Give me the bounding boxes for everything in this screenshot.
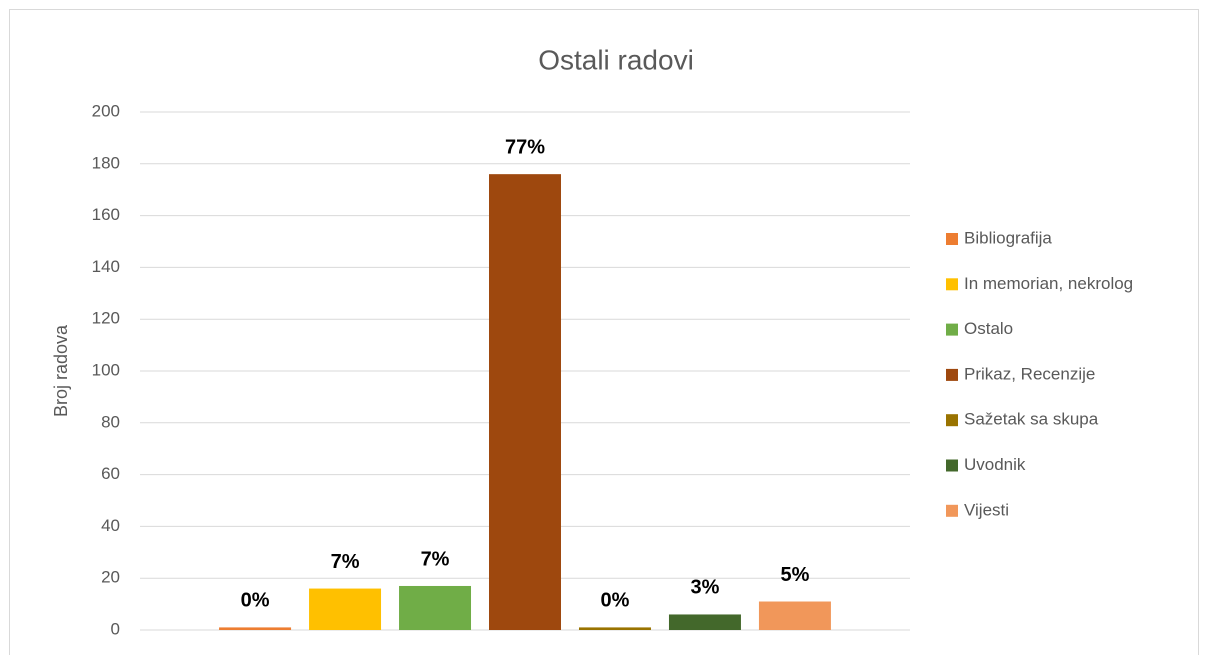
bar xyxy=(758,601,831,630)
data-label: 0% xyxy=(601,590,630,612)
y-tick-label: 120 xyxy=(92,309,120,328)
data-label: 3% xyxy=(691,577,720,599)
legend-swatch xyxy=(946,459,958,472)
legend-label: Vijesti xyxy=(964,500,1009,519)
y-tick-label: 160 xyxy=(92,205,120,224)
data-label: 77% xyxy=(505,136,545,158)
y-tick-label: 180 xyxy=(92,153,120,172)
data-label: 7% xyxy=(421,548,450,570)
y-axis-label: Broj radova xyxy=(51,324,71,417)
y-tick-label: 40 xyxy=(101,516,120,535)
bar xyxy=(489,174,561,630)
chart-title: Ostali radovi xyxy=(538,44,694,75)
legend-label: Uvodnik xyxy=(964,455,1026,474)
bar xyxy=(578,627,651,630)
legend-swatch xyxy=(946,414,958,427)
legend-label: Bibliografija xyxy=(964,228,1052,247)
legend-swatch xyxy=(946,233,958,245)
y-tick-label: 60 xyxy=(101,464,120,483)
y-tick-label: 200 xyxy=(92,101,120,120)
bar xyxy=(219,627,292,630)
legend-swatch xyxy=(946,278,958,291)
legend-label: Ostalo xyxy=(964,319,1013,338)
legend-swatch xyxy=(946,323,958,336)
legend-swatch xyxy=(946,504,958,517)
legend-label: Prikaz, Recenzije xyxy=(964,364,1095,383)
y-tick-label: 0 xyxy=(111,619,120,638)
data-label: 5% xyxy=(780,564,809,586)
chart-frame xyxy=(9,9,1199,655)
legend-label: In memorian, nekrolog xyxy=(964,274,1133,293)
y-tick-label: 140 xyxy=(92,257,120,276)
data-label: 7% xyxy=(331,551,360,573)
bar xyxy=(399,585,472,630)
bar xyxy=(309,588,382,630)
legend-label: Sažetak sa skupa xyxy=(964,410,1099,429)
y-tick-label: 80 xyxy=(101,412,120,431)
legend-swatch xyxy=(946,368,958,381)
y-tick-label: 100 xyxy=(92,360,120,379)
y-tick-label: 20 xyxy=(101,568,120,587)
data-label: 0% xyxy=(241,590,270,612)
bar xyxy=(668,614,741,630)
